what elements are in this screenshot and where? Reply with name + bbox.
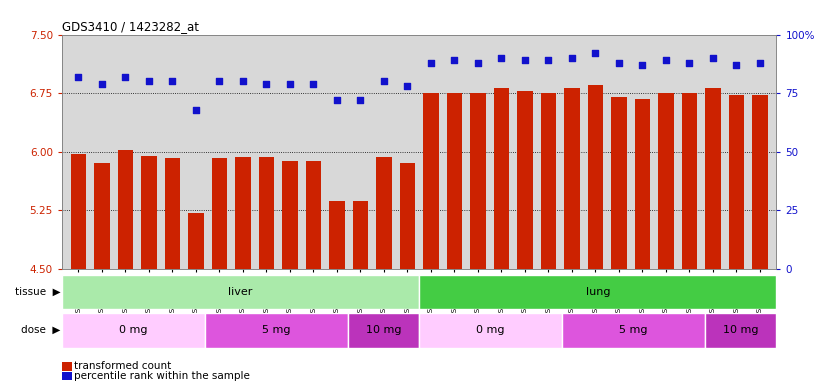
Bar bbox=[423, 93, 439, 269]
Point bbox=[565, 55, 578, 61]
Point bbox=[472, 60, 485, 66]
Point bbox=[401, 83, 414, 89]
Text: 0 mg: 0 mg bbox=[119, 325, 148, 335]
Bar bbox=[188, 213, 203, 269]
Point bbox=[72, 74, 85, 80]
Point bbox=[213, 78, 226, 84]
Bar bbox=[330, 201, 344, 269]
Bar bbox=[282, 161, 297, 269]
Bar bbox=[348, 313, 419, 348]
Bar bbox=[681, 93, 697, 269]
Point bbox=[448, 57, 461, 63]
Bar bbox=[635, 99, 650, 269]
Point bbox=[659, 57, 672, 63]
Point bbox=[706, 55, 719, 61]
Point bbox=[730, 62, 743, 68]
Point bbox=[260, 81, 273, 87]
Bar bbox=[752, 96, 767, 269]
Bar bbox=[564, 88, 580, 269]
Point bbox=[330, 97, 344, 103]
Text: percentile rank within the sample: percentile rank within the sample bbox=[74, 371, 250, 381]
Point bbox=[519, 57, 532, 63]
Bar bbox=[118, 150, 133, 269]
Bar bbox=[705, 313, 776, 348]
Bar bbox=[588, 85, 603, 269]
Bar bbox=[71, 154, 86, 269]
Point bbox=[142, 78, 155, 84]
Bar bbox=[211, 158, 227, 269]
Point bbox=[95, 81, 108, 87]
Bar bbox=[259, 157, 274, 269]
Bar bbox=[306, 161, 321, 269]
Point bbox=[377, 78, 391, 84]
Point bbox=[283, 81, 297, 87]
Text: transformed count: transformed count bbox=[74, 361, 172, 371]
Bar bbox=[377, 157, 392, 269]
Point bbox=[542, 57, 555, 63]
Text: GDS3410 / 1423282_at: GDS3410 / 1423282_at bbox=[62, 20, 199, 33]
Text: 0 mg: 0 mg bbox=[477, 325, 505, 335]
Point bbox=[306, 81, 320, 87]
Bar bbox=[205, 313, 348, 348]
Point bbox=[589, 50, 602, 56]
Bar bbox=[94, 164, 110, 269]
Bar bbox=[705, 88, 720, 269]
Point bbox=[189, 106, 202, 113]
Bar bbox=[611, 97, 627, 269]
Point bbox=[753, 60, 767, 66]
Bar bbox=[141, 156, 157, 269]
Bar bbox=[400, 164, 415, 269]
Text: 5 mg: 5 mg bbox=[262, 325, 291, 335]
Text: tissue  ▶: tissue ▶ bbox=[15, 287, 60, 297]
Text: 10 mg: 10 mg bbox=[366, 325, 401, 335]
Point bbox=[612, 60, 625, 66]
Bar bbox=[517, 91, 533, 269]
Text: dose  ▶: dose ▶ bbox=[21, 325, 60, 335]
Bar bbox=[62, 275, 419, 309]
Point bbox=[236, 78, 249, 84]
Point bbox=[495, 55, 508, 61]
Bar bbox=[447, 93, 462, 269]
Bar bbox=[494, 88, 509, 269]
Bar bbox=[419, 275, 776, 309]
Bar bbox=[541, 93, 556, 269]
Point bbox=[683, 60, 696, 66]
Bar bbox=[353, 201, 368, 269]
Point bbox=[119, 74, 132, 80]
Point bbox=[425, 60, 438, 66]
Text: lung: lung bbox=[586, 287, 610, 297]
Bar bbox=[562, 313, 705, 348]
Point bbox=[636, 62, 649, 68]
Bar bbox=[729, 96, 744, 269]
Bar bbox=[62, 313, 205, 348]
Bar bbox=[419, 313, 562, 348]
Point bbox=[354, 97, 367, 103]
Bar bbox=[164, 158, 180, 269]
Bar bbox=[235, 157, 250, 269]
Text: 5 mg: 5 mg bbox=[620, 325, 648, 335]
Point bbox=[166, 78, 179, 84]
Text: 10 mg: 10 mg bbox=[723, 325, 758, 335]
Bar bbox=[658, 93, 674, 269]
Bar bbox=[470, 93, 486, 269]
Text: liver: liver bbox=[228, 287, 253, 297]
